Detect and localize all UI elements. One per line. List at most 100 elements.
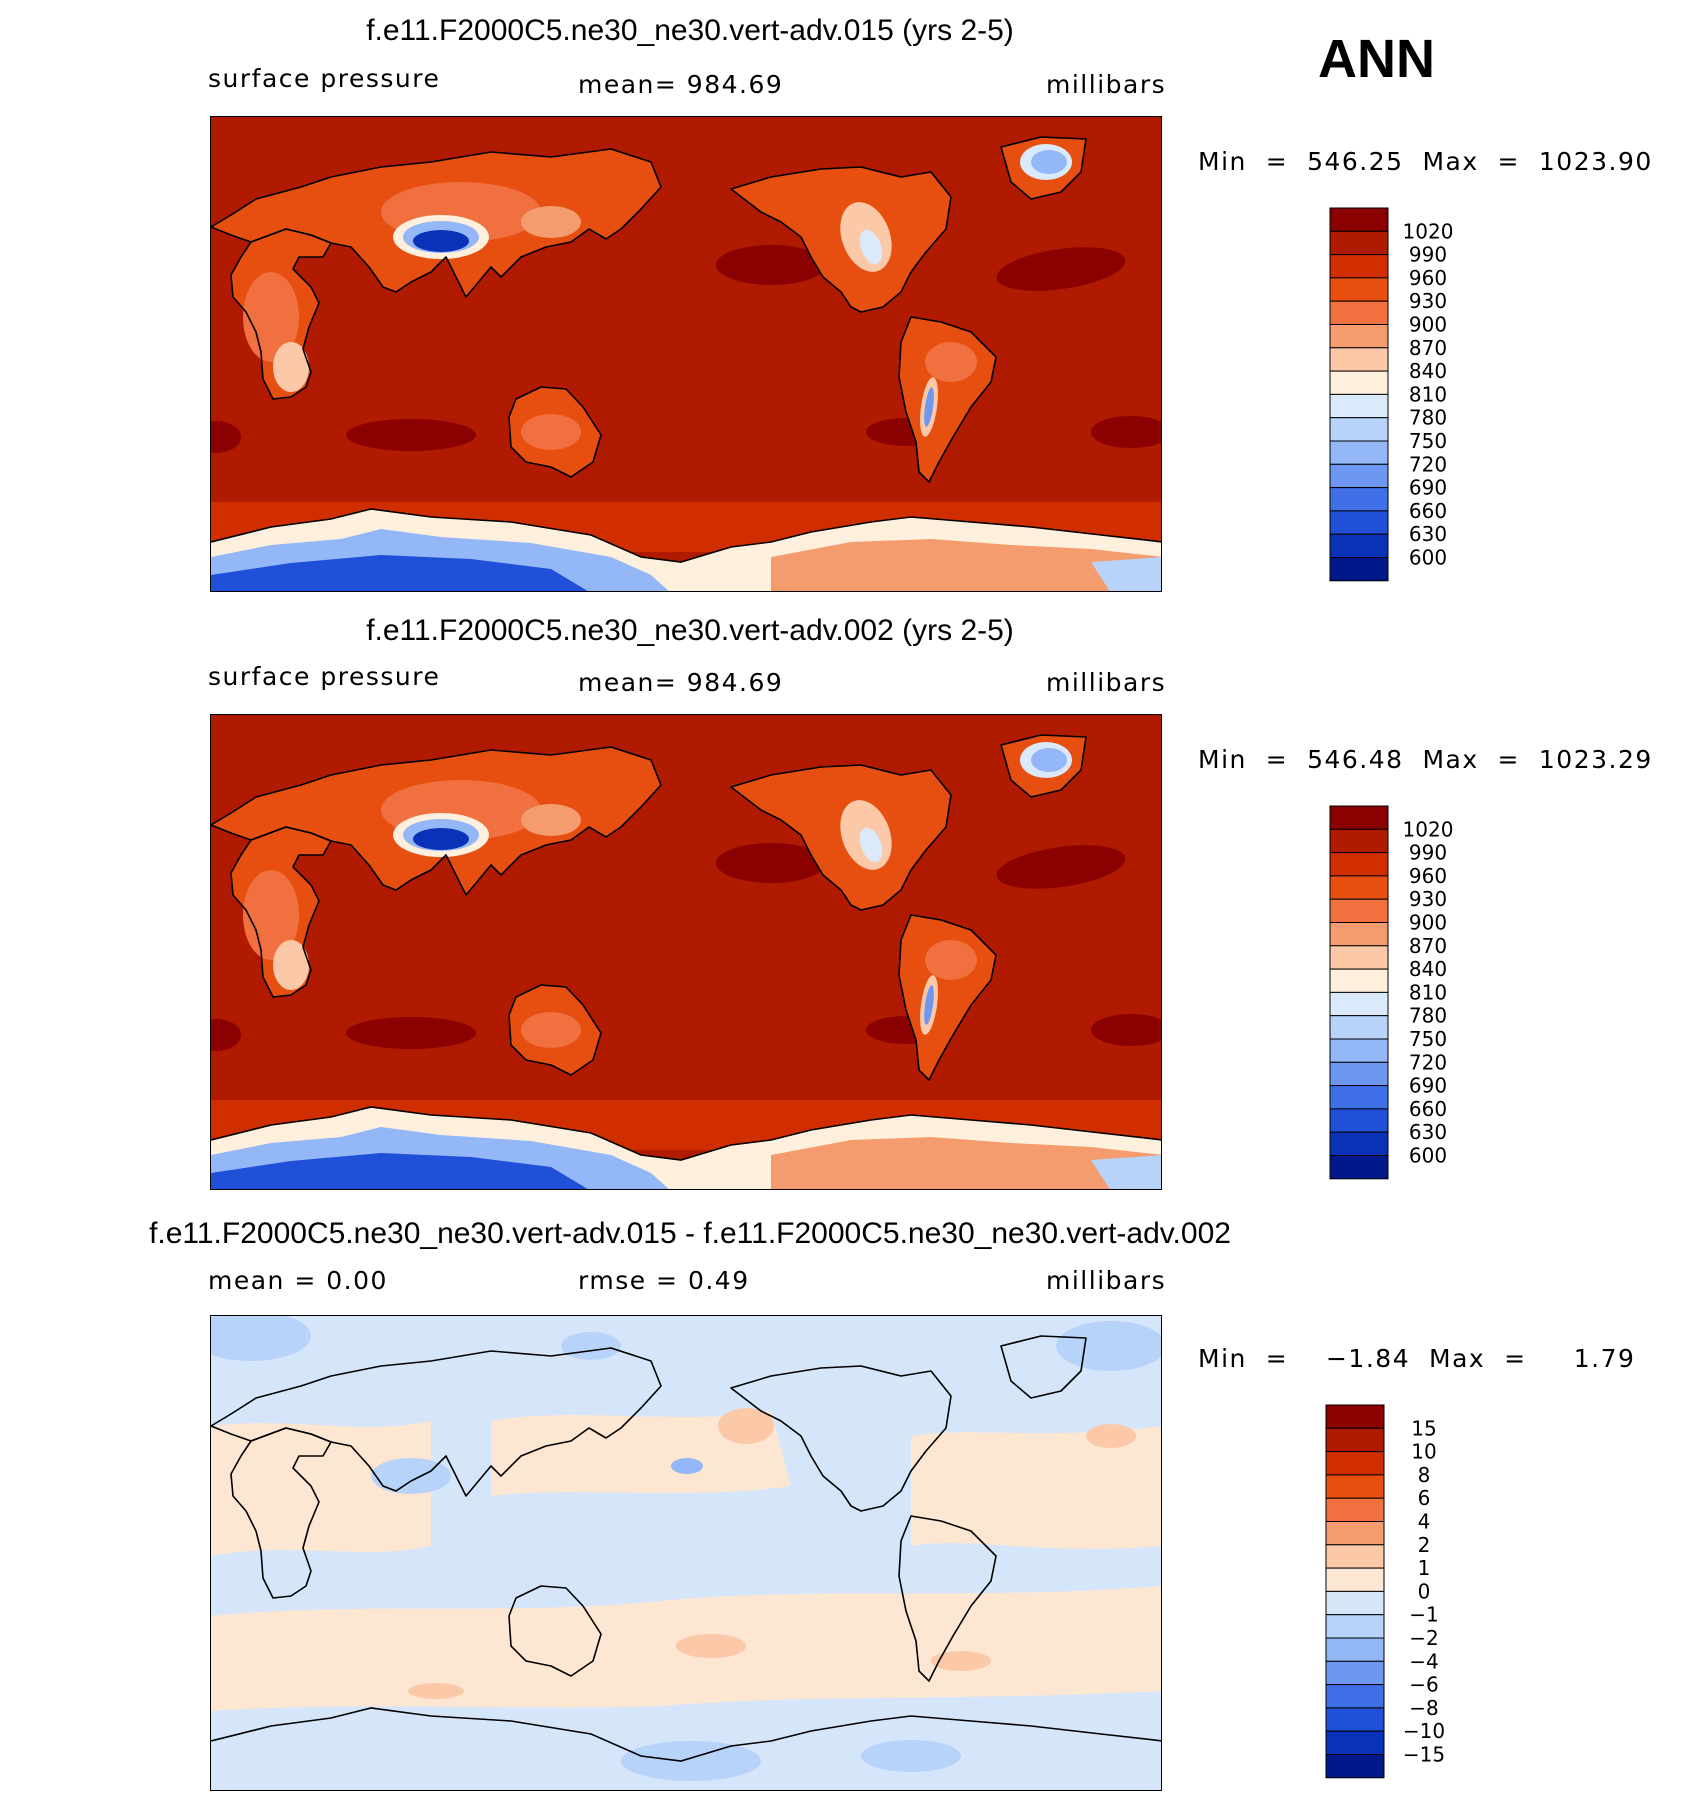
- colorbar-swatch: [1325, 1707, 1385, 1732]
- colorbar-tick-label: 720: [1409, 1050, 1447, 1074]
- panel-3-colorbar: 15 10 8 6 4 2 1 0 −1 −2 −4 −6 −8 −10 −15: [1325, 1404, 1474, 1787]
- colorbar-swatch: [1329, 922, 1389, 947]
- colorbar-swatch: [1329, 254, 1389, 279]
- colorbar-swatch: [1329, 277, 1389, 302]
- colorbar-tick-label: 10: [1411, 1440, 1436, 1464]
- colorbar-swatch: [1325, 1684, 1385, 1709]
- colorbar-tick-label: −15: [1403, 1743, 1445, 1767]
- colorbar-tick-label: 960: [1409, 266, 1447, 290]
- colorbar-tick-label: 1020: [1403, 219, 1454, 243]
- colorbar-tick-label: 750: [1409, 1027, 1447, 1051]
- panel-2-colorbar: 1020 990 960 930 900 870 840 810 780 750 720 690 660…: [1329, 805, 1478, 1188]
- colorbar-swatch: [1329, 230, 1389, 256]
- colorbar-swatch: [1329, 875, 1389, 900]
- colorbar-tick-label: 810: [1409, 980, 1447, 1004]
- colorbar-swatch: [1329, 991, 1389, 1017]
- colorbar-tick-label: 6: [1418, 1486, 1431, 1510]
- panel-1-variable-label: surface pressure: [208, 64, 441, 93]
- colorbar-swatch: [1325, 1567, 1385, 1592]
- panel-3-mean-label: mean = 0.00: [208, 1266, 388, 1295]
- colorbar-tick-label: 660: [1409, 1097, 1447, 1121]
- colorbar-swatch: [1325, 1521, 1385, 1546]
- colorbar-tick-label: −2: [1409, 1626, 1438, 1650]
- colorbar-tick-label: 630: [1409, 1120, 1447, 1144]
- panel-2-title: f.e11.F2000C5.ne30_ne30.vert-adv.002 (yr…: [366, 614, 1014, 647]
- colorbar-tick-label: 15: [1411, 1416, 1436, 1440]
- colorbar-tick-label: 960: [1409, 864, 1447, 888]
- colorbar-tick-label: 750: [1409, 429, 1447, 453]
- panel-3-rmse-label: rmse = 0.49: [578, 1266, 750, 1295]
- colorbar-swatch: [1329, 533, 1389, 559]
- colorbar-tick-label: −8: [1409, 1696, 1438, 1720]
- panel-2-map: [210, 714, 1162, 1190]
- colorbar-tick-label: −1: [1409, 1603, 1438, 1627]
- panel-2-variable-label: surface pressure: [208, 662, 441, 691]
- colorbar-tick-label: 930: [1409, 887, 1447, 911]
- colorbar-tick-label: 1: [1418, 1556, 1431, 1580]
- colorbar-swatch: [1329, 1155, 1389, 1180]
- colorbar-tick-label: −6: [1409, 1673, 1438, 1697]
- colorbar-tick-label: 990: [1409, 841, 1447, 865]
- colorbar-swatch: [1329, 324, 1389, 349]
- colorbar-tick-label: 780: [1409, 1004, 1447, 1028]
- colorbar-swatch: [1325, 1544, 1385, 1569]
- colorbar-tick-label: 8: [1418, 1463, 1431, 1487]
- colorbar-tick-label: 840: [1409, 359, 1447, 383]
- colorbar-swatch: [1329, 463, 1389, 489]
- colorbar-swatch: [1325, 1730, 1385, 1756]
- panel-2-minmax: Min = 546.48 Max = 1023.29: [1198, 745, 1653, 774]
- colorbar-tick-label: 660: [1409, 499, 1447, 523]
- colorbar-swatch: [1329, 393, 1389, 419]
- colorbar-swatch: [1325, 1590, 1385, 1616]
- colorbar-swatch: [1325, 1660, 1385, 1686]
- panel-3-title: f.e11.F2000C5.ne30_ne30.vert-adv.015 - f…: [149, 1217, 1231, 1250]
- colorbar-swatch: [1329, 347, 1389, 372]
- colorbar-tick-label: 630: [1409, 522, 1447, 546]
- colorbar-swatch: [1329, 370, 1389, 395]
- colorbar-tick-label: −10: [1403, 1719, 1445, 1743]
- colorbar-swatch: [1329, 510, 1389, 535]
- colorbar-swatch: [1329, 207, 1389, 232]
- panel-2-mean-label: mean= 984.69: [578, 668, 784, 697]
- colorbar-tick-label: 690: [1409, 476, 1447, 500]
- colorbar-swatch: [1329, 828, 1389, 854]
- colorbar-swatch: [1325, 1497, 1385, 1522]
- colorbar-swatch: [1325, 1754, 1385, 1779]
- colorbar-tick-label: 600: [1409, 546, 1447, 570]
- colorbar-swatch: [1329, 1108, 1389, 1133]
- colorbar-swatch: [1329, 440, 1389, 465]
- colorbar-tick-label: 1020: [1403, 817, 1454, 841]
- panel-2-units-label: millibars: [1046, 668, 1167, 697]
- colorbar-swatch: [1325, 1637, 1385, 1662]
- panel-1-colorbar: 1020 990 960 930 900 870 840 810 780 750 720 690 660…: [1329, 207, 1478, 590]
- colorbar-swatch: [1329, 968, 1389, 993]
- colorbar-tick-label: 990: [1409, 243, 1447, 267]
- season-label: ANN: [1318, 29, 1435, 89]
- colorbar-tick-label: 0: [1418, 1579, 1431, 1603]
- colorbar-swatch: [1329, 300, 1389, 325]
- colorbar-swatch: [1329, 1131, 1389, 1157]
- colorbar-swatch: [1329, 1015, 1389, 1040]
- panel-1-map: [210, 116, 1162, 592]
- panel-1-mean-label: mean= 984.69: [578, 70, 784, 99]
- colorbar-tick-label: 600: [1409, 1144, 1447, 1168]
- colorbar-tick-label: 870: [1409, 336, 1447, 360]
- colorbar-tick-label: 720: [1409, 452, 1447, 476]
- colorbar-swatch: [1329, 1038, 1389, 1063]
- panel-1-title: f.e11.F2000C5.ne30_ne30.vert-adv.015 (yr…: [366, 14, 1014, 47]
- panel-3-units-label: millibars: [1046, 1266, 1167, 1295]
- panel-3-minmax: Min = −1.84 Max = 1.79: [1198, 1344, 1636, 1373]
- panel-1-minmax: Min = 546.25 Max = 1023.90: [1198, 147, 1653, 176]
- colorbar-swatch: [1329, 557, 1389, 582]
- colorbar-swatch: [1325, 1427, 1385, 1453]
- colorbar-swatch: [1329, 487, 1389, 512]
- colorbar-tick-label: 930: [1409, 289, 1447, 313]
- colorbar-swatch: [1325, 1614, 1385, 1639]
- colorbar-tick-label: 2: [1418, 1533, 1431, 1557]
- colorbar-tick-label: 690: [1409, 1074, 1447, 1098]
- colorbar-swatch: [1325, 1404, 1385, 1429]
- colorbar-tick-label: −4: [1409, 1649, 1438, 1673]
- colorbar-swatch: [1325, 1474, 1385, 1499]
- colorbar-swatch: [1329, 852, 1389, 877]
- colorbar-tick-label: 810: [1409, 382, 1447, 406]
